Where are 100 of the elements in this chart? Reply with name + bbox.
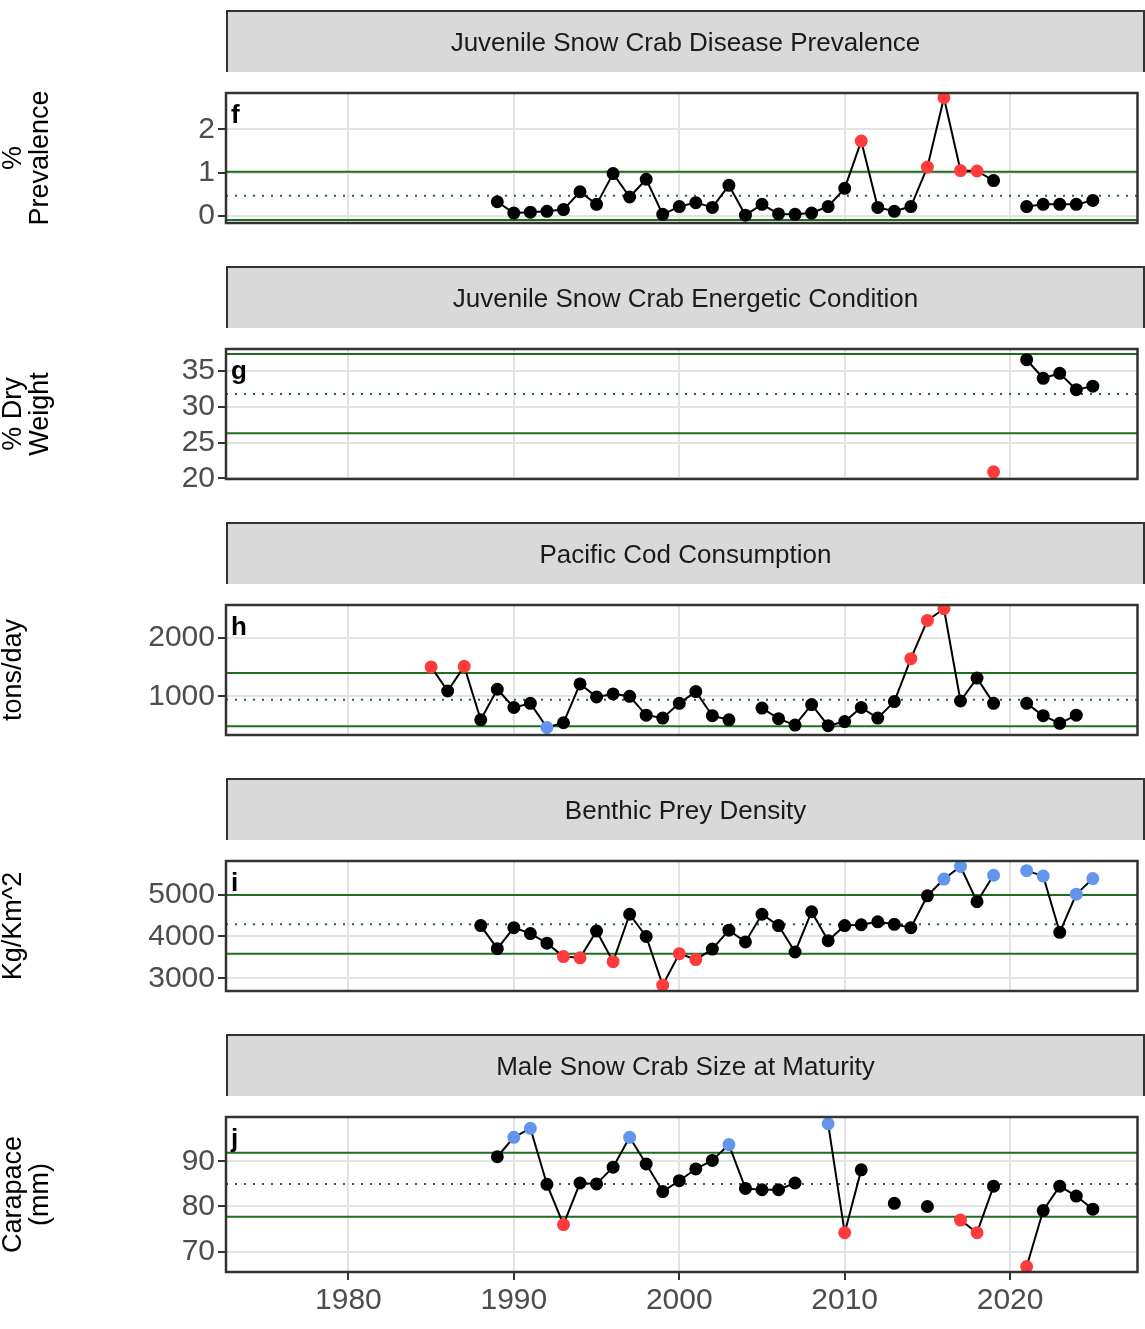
point — [490, 195, 504, 209]
x-tick-label: 1990 — [480, 1282, 548, 1316]
point — [656, 978, 670, 991]
point — [623, 907, 637, 921]
y-axis-title: Kg/Km^2 — [0, 871, 27, 981]
point — [904, 200, 918, 214]
point — [540, 936, 554, 950]
point — [970, 895, 984, 909]
y-tick-label: 70 — [181, 1232, 215, 1266]
chart-title: Male Snow Crab Size at Maturity — [226, 1034, 1145, 1096]
point — [639, 929, 653, 943]
point — [689, 685, 703, 699]
point — [722, 1138, 736, 1152]
point — [953, 694, 967, 708]
y-axis-title: % Dry Weight — [0, 371, 54, 456]
point — [788, 945, 802, 959]
chart-title: Juvenile Snow Crab Energetic Condition — [226, 266, 1145, 328]
point — [639, 1157, 653, 1171]
point — [904, 652, 918, 666]
point — [523, 205, 537, 219]
point — [1020, 200, 1034, 214]
point — [1053, 197, 1067, 211]
point — [755, 1183, 769, 1197]
point — [1069, 887, 1083, 901]
point — [1069, 1189, 1083, 1203]
y-tick-label: 2000 — [148, 618, 215, 652]
point — [821, 200, 835, 214]
point — [689, 196, 703, 210]
point — [705, 200, 719, 214]
point — [838, 919, 852, 933]
point — [556, 1218, 570, 1232]
point — [689, 1162, 703, 1176]
point — [490, 682, 504, 696]
point — [507, 700, 521, 714]
point — [987, 868, 1001, 882]
point — [1053, 1179, 1067, 1193]
point — [838, 715, 852, 729]
point — [821, 1117, 835, 1131]
point — [772, 919, 786, 933]
point — [772, 712, 786, 726]
point — [920, 613, 934, 627]
chart-title: Pacific Cod Consumption — [226, 522, 1145, 584]
point — [987, 1179, 1001, 1193]
point — [788, 1176, 802, 1190]
annotation: f — [231, 99, 240, 130]
y-tick-label: 1000 — [148, 677, 215, 711]
point — [689, 953, 703, 967]
x-tick-label: 2010 — [811, 1282, 879, 1316]
point — [1053, 366, 1067, 380]
point — [656, 207, 670, 221]
point — [705, 942, 719, 956]
point — [507, 921, 521, 935]
point — [887, 917, 901, 931]
point — [838, 181, 852, 195]
point — [639, 708, 653, 722]
point — [788, 207, 802, 221]
point — [953, 1213, 967, 1227]
point — [937, 605, 951, 616]
annotation: i — [231, 867, 239, 898]
point — [920, 1199, 934, 1213]
point — [854, 134, 868, 148]
point — [1036, 371, 1050, 385]
point — [507, 206, 521, 220]
point — [871, 200, 885, 214]
point — [970, 164, 984, 178]
point — [1036, 709, 1050, 723]
point — [441, 684, 455, 698]
point — [656, 711, 670, 725]
y-tick-label: 80 — [181, 1187, 215, 1221]
point — [1069, 383, 1083, 397]
point — [722, 923, 736, 937]
point — [556, 203, 570, 217]
annotation: g — [231, 355, 247, 386]
y-tick-label: 35 — [181, 352, 215, 386]
x-tick-label: 2000 — [645, 1282, 713, 1316]
point — [788, 718, 802, 732]
point — [970, 671, 984, 685]
point — [1020, 353, 1034, 367]
point — [590, 197, 604, 211]
point — [1020, 696, 1034, 710]
point — [738, 935, 752, 949]
point — [457, 659, 471, 673]
point — [540, 204, 554, 218]
point — [672, 947, 686, 961]
point — [523, 696, 537, 710]
point — [854, 1163, 868, 1177]
point — [1053, 925, 1067, 939]
point — [639, 172, 653, 186]
point — [1036, 869, 1050, 883]
point — [490, 942, 504, 956]
y-tick-label: 0 — [198, 197, 215, 231]
point — [1086, 379, 1100, 393]
y-tick-label: 90 — [181, 1142, 215, 1176]
point — [920, 160, 934, 174]
x-tick-label: 1980 — [315, 1282, 382, 1316]
point — [987, 465, 1001, 479]
point — [805, 698, 819, 712]
point — [987, 174, 1001, 188]
point — [540, 1177, 554, 1191]
y-tick-label: 4000 — [148, 917, 215, 951]
